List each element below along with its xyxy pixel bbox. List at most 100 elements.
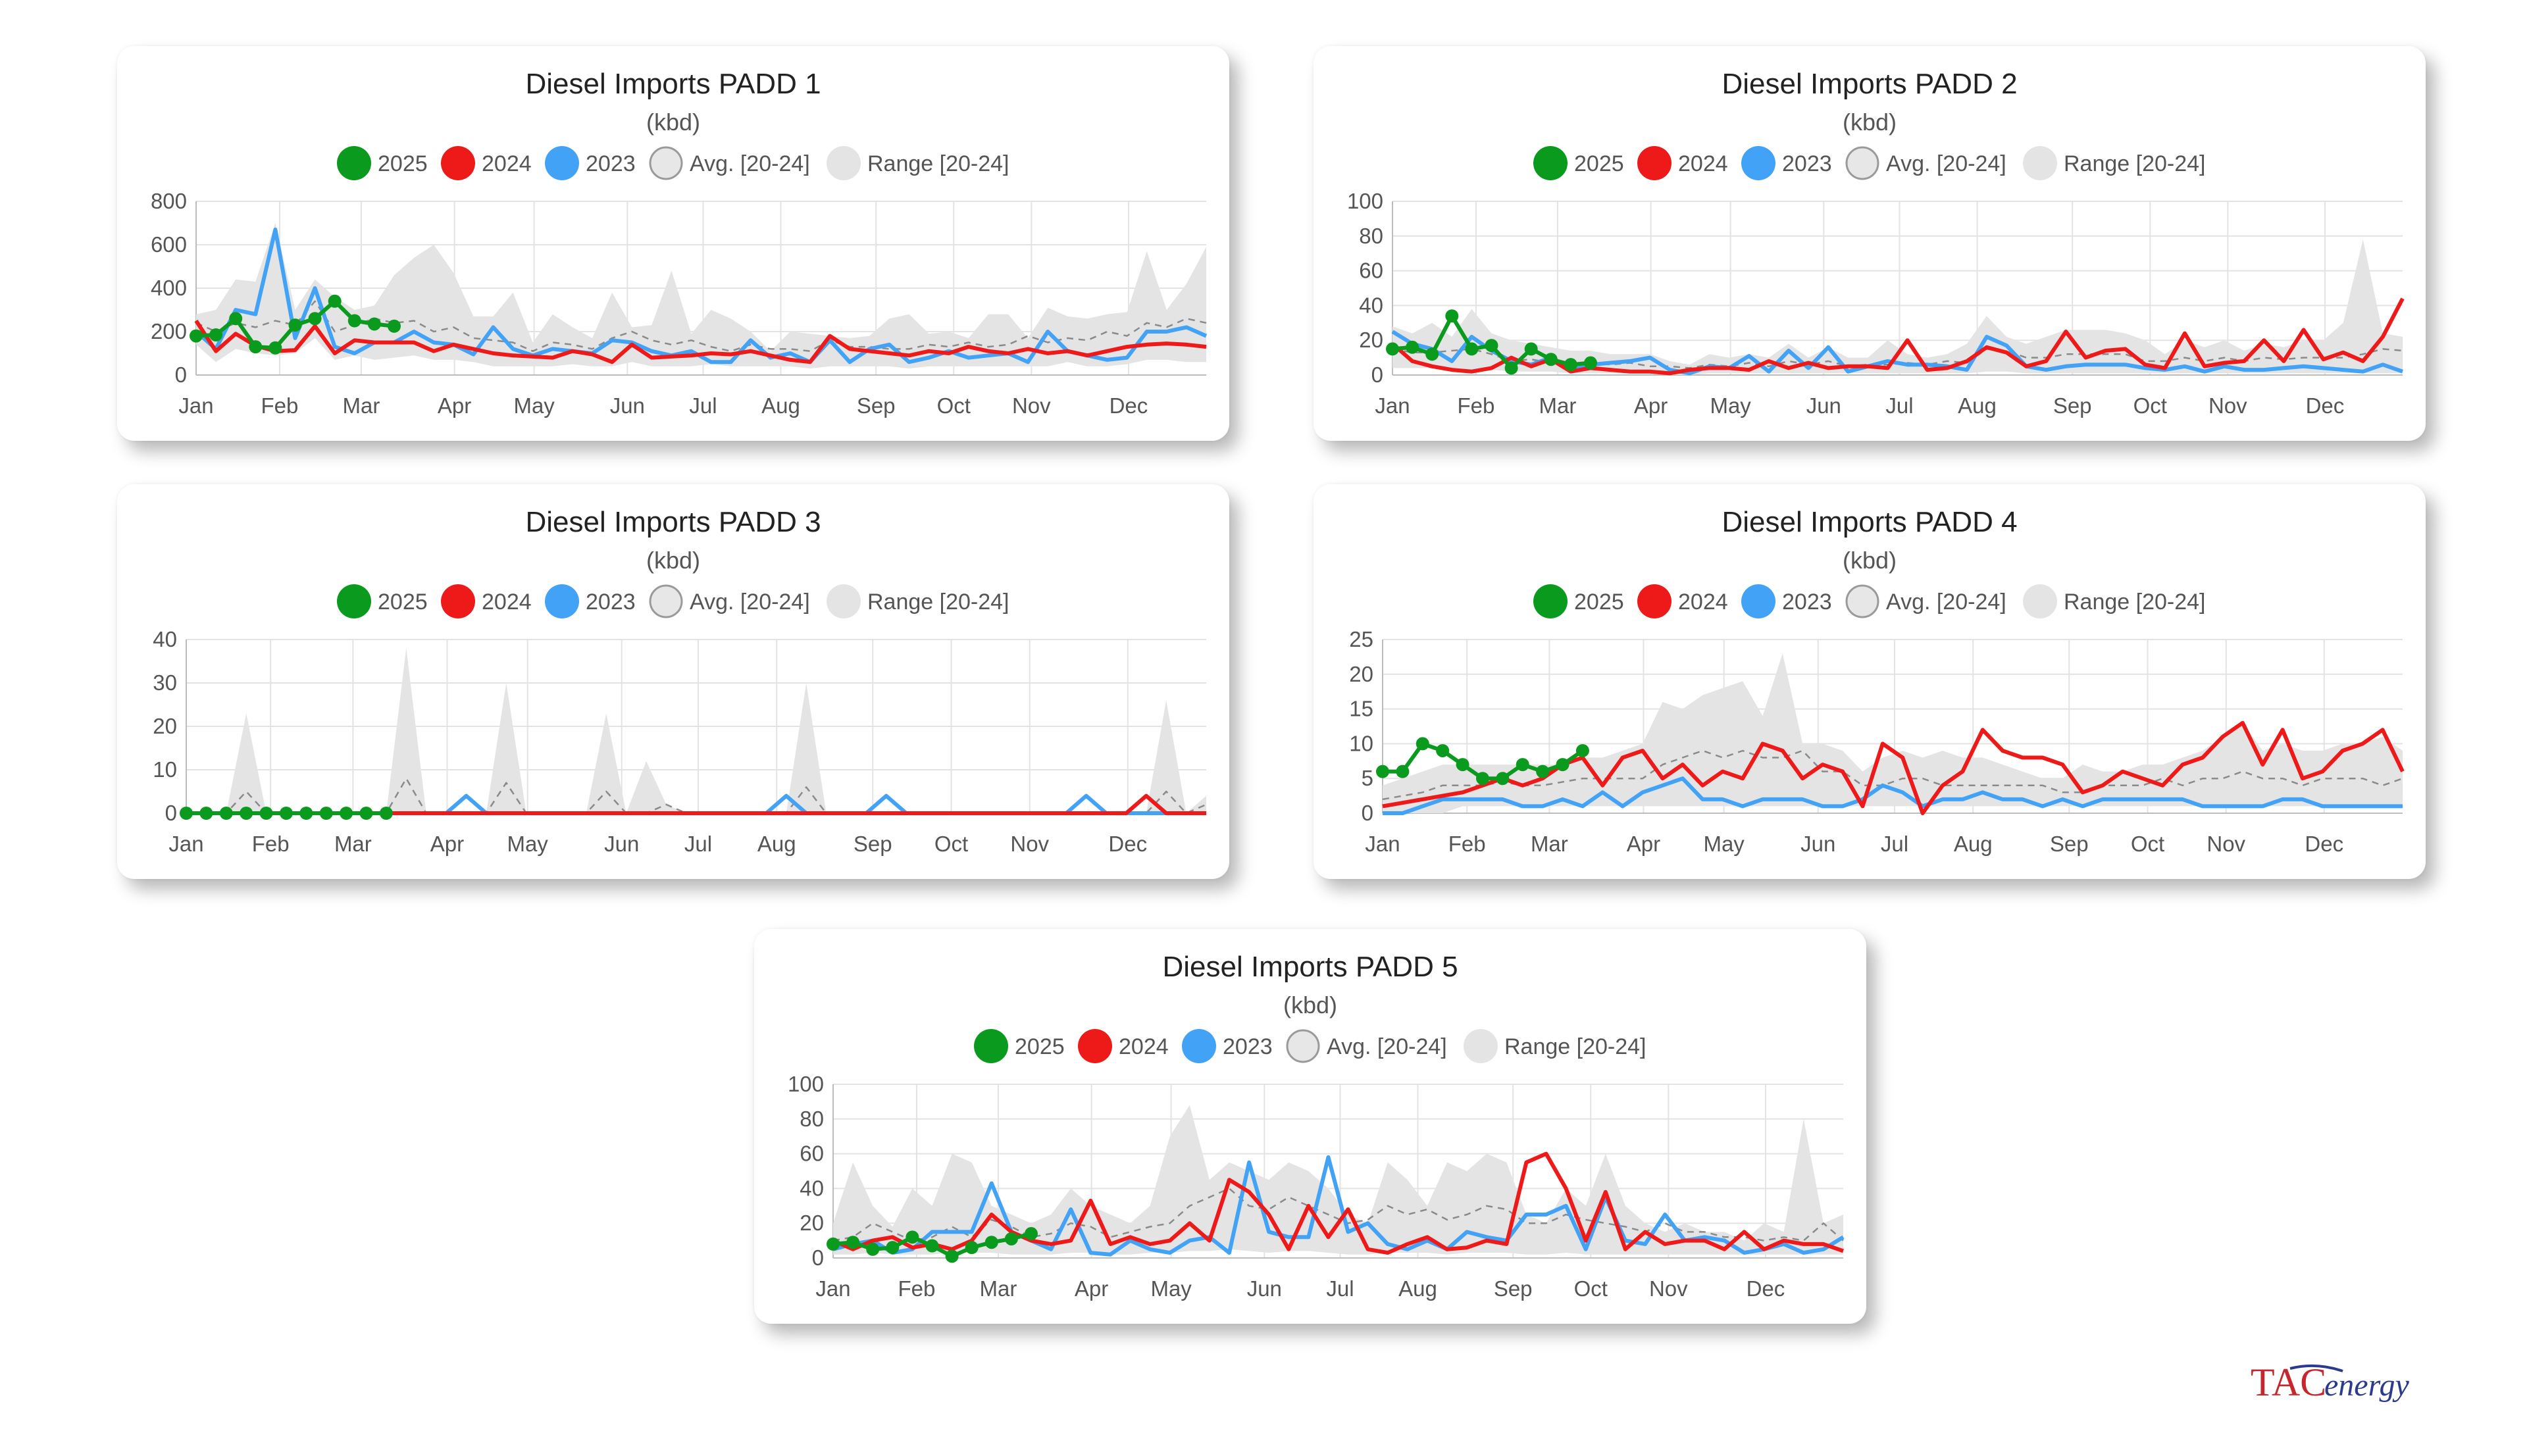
legend-label: 2023: [1223, 1034, 1273, 1059]
legend-label: 2023: [586, 151, 636, 176]
x-tick-label: Sep: [2050, 832, 2089, 856]
legend-item[interactable]: Range [20-24]: [2023, 584, 2206, 618]
y-tick-label: 5: [1362, 766, 1373, 790]
legend-item[interactable]: 2024: [1637, 146, 1728, 180]
legend-item[interactable]: 2023: [545, 146, 636, 180]
point-2025: [1504, 361, 1518, 375]
x-tick-label: Jan: [1365, 832, 1400, 856]
chart-subtitle: (kbd): [646, 547, 700, 574]
x-tick-label: Mar: [342, 393, 380, 418]
x-tick-label: Dec: [1108, 832, 1147, 856]
x-tick-label: Aug: [1398, 1276, 1437, 1301]
chart-padd5: Diesel Imports PADD 5 (kbd) 2025 2024 2023 Av…: [788, 951, 1845, 1301]
point-2025: [984, 1236, 998, 1249]
x-tick-label: Apr: [1634, 393, 1668, 418]
legend-item[interactable]: 2025: [337, 584, 428, 618]
chart-title: Diesel Imports PADD 2: [1722, 68, 2017, 100]
legend-item[interactable]: 2023: [1182, 1029, 1273, 1063]
x-tick-label: Feb: [898, 1276, 935, 1301]
legend-item[interactable]: 2025: [1533, 584, 1624, 618]
legend-marker: [827, 584, 861, 618]
legend-label: 2025: [378, 151, 428, 176]
series-2024: [1391, 297, 2405, 376]
legend-marker: [1533, 146, 1568, 180]
chart-card-padd3: Diesel Imports PADD 3 (kbd) 2025 2024 2023 Av…: [117, 484, 1229, 879]
legend-item[interactable]: Avg. [20-24]: [649, 584, 810, 618]
legend-item[interactable]: Avg. [20-24]: [1845, 146, 2006, 180]
x-tick-label: Jun: [610, 393, 645, 418]
x-tick-label: Aug: [1958, 393, 1997, 418]
legend-item[interactable]: Range [20-24]: [827, 146, 1009, 180]
x-tick-label: May: [513, 393, 555, 418]
legend-label: 2025: [378, 590, 428, 615]
legend-item[interactable]: 2023: [545, 584, 636, 618]
x-tick-label: Dec: [1110, 393, 1148, 418]
legend-item[interactable]: 2025: [1533, 146, 1624, 180]
legend-marker: [441, 146, 475, 180]
legend-label: Avg. [20-24]: [1327, 1034, 1447, 1059]
point-2025: [1475, 772, 1489, 786]
point-2025: [1516, 758, 1529, 772]
legend-marker: [1182, 1029, 1216, 1063]
point-2025: [1536, 765, 1550, 778]
x-tick-label: Apr: [1627, 832, 1660, 856]
legend-item[interactable]: Range [20-24]: [2023, 146, 2206, 180]
point-2025: [1556, 758, 1570, 772]
point-2025: [906, 1230, 919, 1244]
legend-item[interactable]: 2025: [337, 146, 428, 180]
x-tick-label: Feb: [261, 393, 298, 418]
chart-legend: 2025 2024 2023 Avg. [20-24] Range [20-24]: [337, 584, 1009, 618]
x-tick-label: Nov: [2207, 832, 2245, 856]
chart-subtitle: (kbd): [646, 109, 700, 136]
legend-item[interactable]: 2025: [974, 1029, 1065, 1063]
legend-item[interactable]: 2023: [1741, 146, 1832, 180]
x-tick-label: Nov: [1649, 1276, 1688, 1301]
chart-padd1: Diesel Imports PADD 1 (kbd) 2025 2024 2023 Av…: [151, 68, 1208, 418]
chart-title: Diesel Imports PADD 4: [1722, 506, 2017, 538]
legend-label: 2024: [1678, 590, 1728, 615]
x-tick-label: Mar: [979, 1276, 1017, 1301]
legend-label: 2025: [1015, 1034, 1065, 1059]
y-tick-label: 600: [151, 232, 187, 257]
legend-item[interactable]: 2024: [441, 584, 532, 618]
x-tick-label: Nov: [1010, 832, 1049, 856]
logo-text-tac: TAC: [2251, 1361, 2326, 1404]
chart-padd4: Diesel Imports PADD 4(kbd)2025 2024 2023 Av…: [1349, 506, 2405, 856]
legend-marker: [1741, 146, 1775, 180]
point-2025: [1396, 765, 1410, 778]
y-tick-label: 0: [1371, 363, 1383, 387]
legend-item[interactable]: Range [20-24]: [1464, 1029, 1646, 1063]
legend-marker: [1078, 1029, 1112, 1063]
legend-item[interactable]: 2024: [1637, 584, 1728, 618]
legend-item[interactable]: Avg. [20-24]: [1286, 1029, 1447, 1063]
legend-item[interactable]: 2024: [1078, 1029, 1169, 1063]
legend-label: 2023: [586, 590, 636, 615]
legend-item[interactable]: Range [20-24]: [827, 584, 1009, 618]
point-2025: [846, 1236, 860, 1249]
x-tick-label: Feb: [252, 832, 290, 856]
x-tick-label: May: [507, 832, 548, 856]
point-2025: [1544, 353, 1558, 366]
legend-label: 2023: [1782, 151, 1832, 176]
chart-subtitle: (kbd): [1283, 992, 1337, 1018]
x-tick-label: Aug: [761, 393, 800, 418]
y-tick-label: 25: [1349, 627, 1373, 651]
y-tick-label: 40: [1359, 293, 1383, 317]
y-tick-label: 20: [1359, 328, 1383, 352]
y-tick-label: 0: [165, 801, 177, 825]
legend-marker: [337, 584, 371, 618]
chart-legend: 2025 2024 2023 Avg. [20-24] Range [20-24]: [1533, 146, 2206, 180]
point-2025: [259, 807, 273, 820]
y-tick-label: 15: [1349, 697, 1373, 721]
x-tick-label: Dec: [2305, 832, 2343, 856]
y-tick-label: 400: [151, 276, 187, 300]
legend-item[interactable]: Avg. [20-24]: [1845, 584, 2006, 618]
point-2025: [1496, 772, 1510, 786]
series-2024: [832, 1151, 1844, 1255]
legend-item[interactable]: Avg. [20-24]: [649, 146, 810, 180]
legend-item[interactable]: 2024: [441, 146, 532, 180]
legend-item[interactable]: 2023: [1741, 584, 1832, 618]
x-tick-label: Sep: [1494, 1276, 1533, 1301]
legend-label: Avg. [20-24]: [1886, 590, 2006, 615]
chart-legend: 2025 2024 2023 Avg. [20-24] Range [20-24]: [1533, 584, 2206, 618]
